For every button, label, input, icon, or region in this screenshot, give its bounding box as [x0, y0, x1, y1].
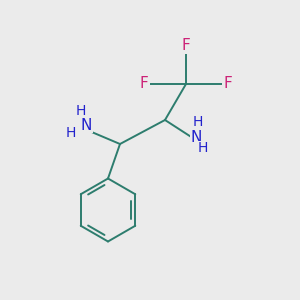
Text: H: H — [197, 142, 208, 155]
Text: N: N — [191, 130, 202, 146]
Text: H: H — [76, 104, 86, 118]
Text: N: N — [81, 118, 92, 133]
Text: H: H — [193, 115, 203, 129]
Text: F: F — [140, 76, 148, 92]
Text: H: H — [65, 126, 76, 140]
Text: F: F — [224, 76, 232, 92]
Text: F: F — [182, 38, 190, 52]
